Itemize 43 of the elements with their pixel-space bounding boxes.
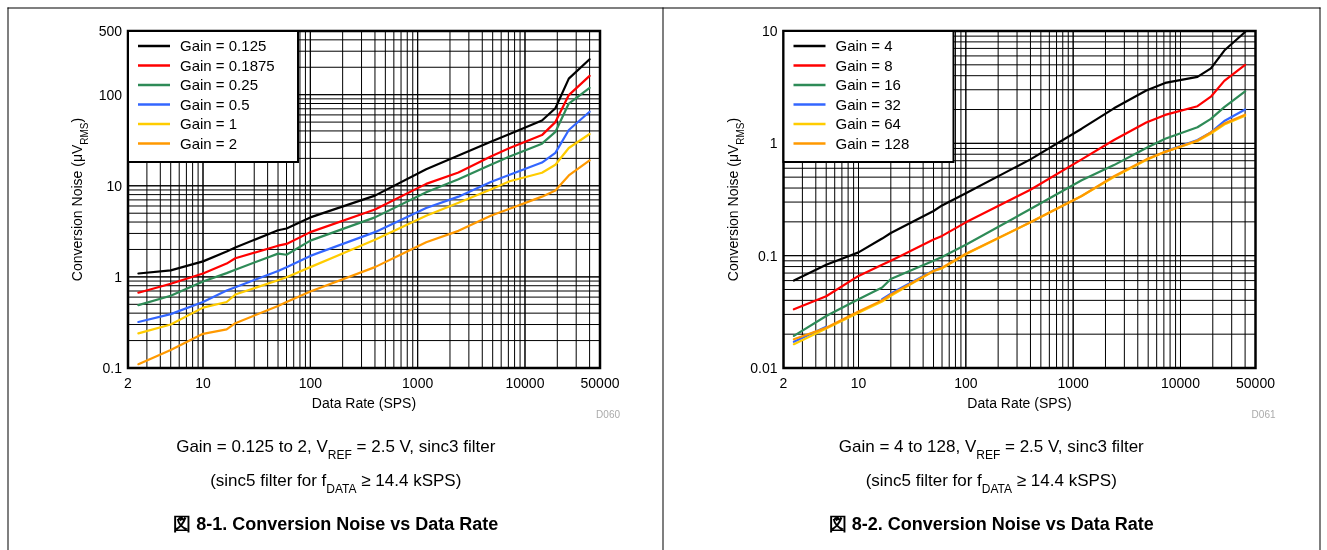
x-tick-label: 10 xyxy=(850,375,867,391)
x-tick-label: 10000 xyxy=(1161,375,1201,391)
x-tick-label: 10000 xyxy=(505,375,545,391)
legend-label: Gain = 1 xyxy=(180,115,238,132)
text: Gain = 4 to 128, V$_{REF}$ = 2.5 V, sinc3 filter xyxy=(838,437,1145,462)
y-tick-label: 100 xyxy=(98,86,123,103)
x-axis-title: Data Rate (SPS) xyxy=(967,395,1072,411)
legend-label: Gain = 128 xyxy=(835,134,910,152)
y-tick-label: 0.1 xyxy=(102,360,123,376)
legend-label: Gain = 4 xyxy=(835,37,893,54)
legend-label: Gain = 0.25 xyxy=(180,76,258,93)
text: (sinc5 filter for f$_{DATA}$ ≥ 14.4 kSPS) xyxy=(210,471,462,496)
text: D061 xyxy=(1251,409,1276,420)
text: 図 8-1. Conversion Noise vs Data Rate xyxy=(173,514,499,534)
x-tick-label: 50000 xyxy=(1236,375,1276,391)
text: Gain = 0.125 to 2, V$_{REF}$ = 2.5 V, sinc3 filter xyxy=(176,437,496,462)
y-tick-label: 1 xyxy=(769,135,778,152)
y-tick-label: 1 xyxy=(114,268,123,285)
legend-label: Gain = 0.125 xyxy=(180,37,267,54)
y-tick-label: 500 xyxy=(98,23,123,39)
legend-label: Gain = 32 xyxy=(835,95,901,113)
text: 図 8-2. Conversion Noise vs Data Rate xyxy=(828,514,1154,534)
y-tick-label: 0.1 xyxy=(758,247,778,264)
text: (sinc5 filter for f$_{DATA}$ ≥ 14.4 kSPS) xyxy=(865,471,1117,496)
text: D060 xyxy=(596,409,621,420)
x-tick-label: 10 xyxy=(195,375,212,391)
x-tick-label: 2 xyxy=(124,375,133,391)
y-tick-label: 10 xyxy=(106,177,123,194)
y-tick-label: 0.01 xyxy=(750,360,778,376)
x-tick-label: 1000 xyxy=(402,375,434,391)
x-tick-label: 1000 xyxy=(1057,375,1089,391)
x-tick-label: 100 xyxy=(954,375,978,391)
y-tick-label: 10 xyxy=(761,23,778,39)
legend-label: Gain = 64 xyxy=(835,115,901,132)
legend-label: Gain = 16 xyxy=(835,76,901,93)
legend-label: Gain = 2 xyxy=(180,134,238,152)
legend-label: Gain = 0.5 xyxy=(180,95,250,113)
legend-label: Gain = 0.1875 xyxy=(180,56,275,74)
x-axis-title: Data Rate (SPS) xyxy=(311,395,417,411)
x-tick-label: 100 xyxy=(298,375,323,391)
x-tick-label: 50000 xyxy=(580,375,620,391)
legend-label: Gain = 8 xyxy=(835,56,893,74)
x-tick-label: 2 xyxy=(779,375,788,391)
